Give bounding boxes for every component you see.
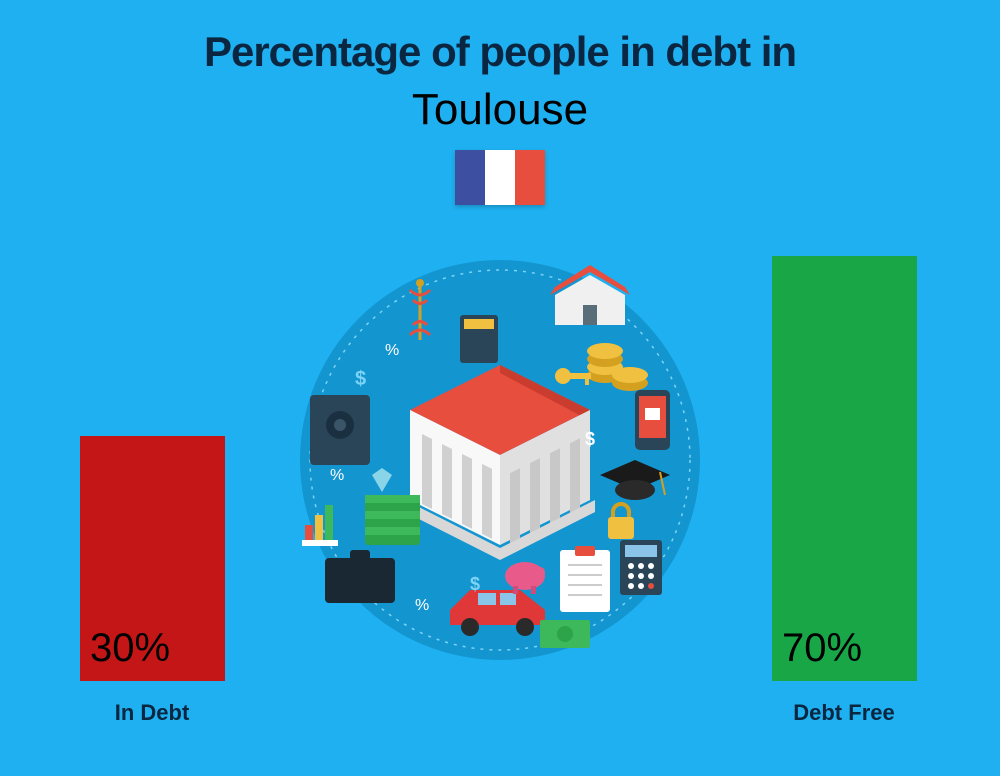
svg-text:%: %	[415, 597, 429, 614]
bar-in-debt: 30%	[80, 436, 225, 681]
bar-in-debt-label: In Debt	[72, 700, 232, 726]
bar-debt-free-value: 70%	[782, 626, 862, 671]
title-city: Toulouse	[0, 85, 1000, 135]
flag-stripe-red	[515, 150, 545, 205]
svg-text:$: $	[355, 368, 366, 390]
svg-text:$: $	[470, 574, 480, 594]
svg-text:%: %	[330, 467, 344, 484]
bar-in-debt-value: 30%	[90, 626, 170, 671]
svg-text:$: $	[585, 429, 595, 449]
finance-graphic: $ $ $ % % %	[290, 250, 710, 670]
svg-text:%: %	[385, 342, 399, 359]
bar-debt-free: 70%	[772, 256, 917, 681]
flag-stripe-blue	[455, 150, 485, 205]
france-flag-icon	[455, 150, 545, 205]
title-main: Percentage of people in debt in	[0, 28, 1000, 76]
flag-stripe-white	[485, 150, 515, 205]
bar-debt-free-label: Debt Free	[764, 700, 924, 726]
